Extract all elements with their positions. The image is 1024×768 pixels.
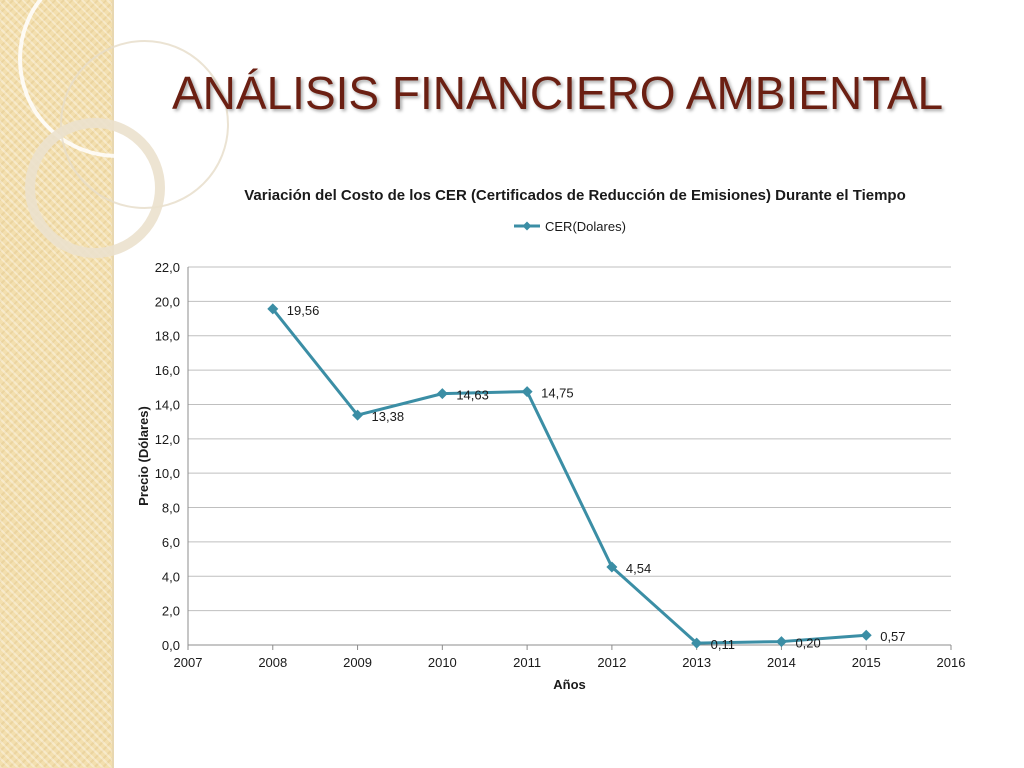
data-point — [606, 561, 618, 573]
decorative-ring — [25, 118, 165, 258]
data-label: 4,54 — [626, 561, 651, 576]
y-tick-label: 22,0 — [155, 260, 180, 275]
y-tick-label: 16,0 — [155, 363, 180, 378]
y-tick-label: 20,0 — [155, 294, 180, 309]
data-labels: 19,56 13,38 14,63 14,75 4,54 0,11 0,20 0,57 — [287, 303, 906, 652]
data-point — [352, 409, 364, 421]
data-label: 13,38 — [372, 409, 405, 424]
data-point — [521, 386, 533, 398]
x-tick-label: 2007 — [174, 655, 203, 670]
x-tick-label: 2010 — [428, 655, 457, 670]
y-axis-title: Precio (Dólares) — [136, 406, 151, 506]
data-point — [775, 636, 787, 648]
data-label: 0,57 — [880, 629, 905, 644]
decorative-strip — [0, 0, 229, 768]
y-tick-label: 4,0 — [162, 569, 180, 584]
legend-label: CER(Dolares) — [545, 219, 626, 234]
x-tick-label: 2015 — [852, 655, 881, 670]
series-layer — [267, 303, 872, 649]
data-point — [436, 388, 448, 400]
axes — [187, 267, 952, 650]
data-point — [860, 629, 872, 641]
data-label: 19,56 — [287, 303, 320, 318]
y-tick-label: 10,0 — [155, 466, 180, 481]
legend-marker — [522, 221, 532, 231]
y-tick-label: 0,0 — [162, 638, 180, 653]
data-label: 0,20 — [795, 636, 820, 651]
x-tick-label: 2014 — [767, 655, 796, 670]
y-tick-label: 2,0 — [162, 604, 180, 619]
x-tick-label: 2013 — [682, 655, 711, 670]
series-line — [271, 307, 867, 645]
data-point — [691, 637, 703, 649]
x-axis-title: Años — [553, 677, 586, 692]
x-tick-label: 2012 — [597, 655, 626, 670]
grid-lines — [188, 266, 951, 646]
x-tick-label: 2011 — [513, 655, 541, 670]
x-tick-label: 2016 — [937, 655, 966, 670]
data-point — [267, 303, 279, 315]
x-tick-label: 2009 — [343, 655, 372, 670]
data-label: 0,11 — [711, 637, 735, 652]
tick-labels: 0,0 2,0 4,0 6,0 8,0 10,0 12,0 14,0 16,0 18,0 20,0 2… — [155, 260, 966, 670]
y-tick-label: 14,0 — [155, 397, 180, 412]
y-tick-label: 6,0 — [162, 535, 180, 550]
y-tick-label: 8,0 — [162, 501, 180, 516]
data-label: 14,75 — [541, 386, 574, 401]
y-tick-label: 18,0 — [155, 329, 180, 344]
chart-title: Variación del Costo de los CER (Certific… — [244, 187, 906, 204]
y-tick-label: 12,0 — [155, 432, 180, 447]
slide-title: ANÁLISIS FINANCIERO AMBIENTAL — [172, 67, 944, 119]
data-label: 14,63 — [456, 388, 489, 403]
legend: CER(Dolares) — [514, 219, 626, 234]
x-tick-label: 2008 — [258, 655, 287, 670]
